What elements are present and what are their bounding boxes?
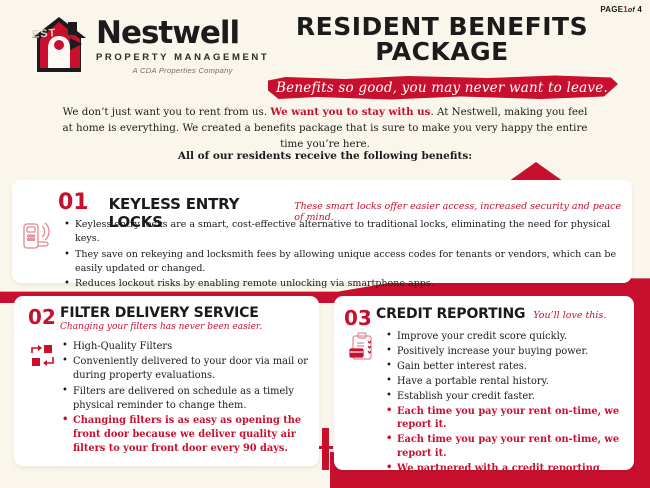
list-item: High-Quality Filters [62, 339, 309, 354]
page-of: of [627, 7, 635, 14]
section-2-number-wrap: 02 [28, 305, 56, 329]
page-number-indicator: PAGE1of 4 [600, 5, 642, 14]
page-label: PAGE [600, 5, 624, 14]
list-item: Positively increase your buying power. [386, 344, 626, 359]
section-3-title: CREDIT REPORTING [376, 306, 526, 322]
company-logo: EST Nestwell PROPERTY MANAGEMENT A CDA P… [28, 14, 269, 76]
page-header: PAGE1of 4 EST Nestwell PROPERTY MANAGEME… [0, 0, 650, 100]
ribbon-banner: Benefits so good, you may never want to … [262, 73, 622, 103]
ribbon-brush-shape [268, 75, 618, 100]
list-item: Each time you pay your rent on-time, we … [386, 432, 626, 461]
list-item: Keyless entry locks are a smart, cost-ef… [64, 217, 618, 247]
list-item: Reduces lockout risks by enabling remote… [64, 276, 618, 291]
page-total: 4 [637, 5, 642, 14]
list-item: Gain better interest rates. [386, 359, 626, 374]
section-3-number-wrap: 03 [344, 306, 372, 330]
ribbon-script-text: Benefits so good, you may never want to … [276, 80, 608, 96]
list-item: Changing filters is as easy as opening t… [62, 413, 309, 457]
house-logo-icon: EST [28, 14, 90, 76]
list-item: Establish your credit faster. [386, 389, 626, 404]
section-2-subtitle: Changing your filters has never been eas… [60, 322, 263, 332]
brand-subtitle: PROPERTY MANAGEMENT [96, 52, 270, 63]
list-item: Improve your credit score quickly. [386, 329, 626, 344]
red-divider-bar [322, 428, 329, 470]
section-2-number: 02 [28, 305, 56, 329]
intro-part-2: . At Nestwell, making you feel at home i… [62, 106, 588, 150]
credit-report-clipboard-icon [348, 332, 378, 362]
filter-exchange-icon [30, 344, 56, 368]
title-block: RESIDENT BENEFITS PACKAGE Benefits so go… [262, 14, 622, 103]
list-item: Filters are delivered on schedule as a t… [62, 384, 309, 413]
benefit-card-filter-delivery: 02 FILTER DELIVERY SERVICE Changing your… [14, 296, 319, 466]
section-2-title: FILTER DELIVERY SERVICE [60, 305, 259, 321]
benefit-card-credit-reporting: 03 CREDIT REPORTING You’ll love this. Im… [334, 296, 634, 488]
section-1-number: 01 [58, 190, 89, 215]
list-item: They save on rekeying and locksmith fees… [64, 247, 618, 277]
intro-paragraph: We don’t just want you to rent from us. … [58, 105, 592, 153]
section-3-header: CREDIT REPORTING You’ll love this. [376, 306, 606, 322]
intro-subheading: All of our residents receive the followi… [177, 150, 473, 162]
intro-highlight: We want you to stay with us [270, 106, 431, 118]
list-item: Have a portable rental history. [386, 374, 626, 389]
section-3-number: 03 [344, 306, 372, 330]
red-right-edge-decor [629, 290, 650, 470]
smart-door-lock-icon [20, 220, 54, 254]
intro-part-1: We don’t just want you to rent from us. [62, 106, 271, 118]
section-2-bullet-list: High-Quality Filters Conveniently delive… [62, 339, 309, 458]
brand-tagline: A CDA Properties Company [132, 66, 233, 75]
section-3-subtitle: You’ll love this. [533, 310, 607, 321]
document-title: RESIDENT BENEFITS PACKAGE [295, 12, 589, 66]
page-current: 1 [623, 5, 628, 14]
section-1-bullet-list: Keyless entry locks are a smart, cost-ef… [64, 217, 618, 292]
list-item: Conveniently delivered to your door via … [62, 354, 309, 383]
brand-name: Nestwell [96, 15, 240, 51]
list-item: We partnered with a credit reporting age… [386, 461, 626, 488]
section-2-header: FILTER DELIVERY SERVICE Changing your fi… [60, 305, 262, 332]
red-divider-tick [317, 446, 333, 449]
logo-wordmark: Nestwell PROPERTY MANAGEMENT A CDA Prope… [96, 14, 270, 76]
est-badge-text: EST [31, 27, 57, 41]
section-3-bullet-list: Improve your credit score quickly. Posit… [386, 329, 626, 488]
benefit-card-keyless-entry: 01 KEYLESS ENTRY LOCKS These smart locks… [12, 180, 632, 291]
list-item: Each time you pay your rent on-time, we … [386, 404, 626, 433]
